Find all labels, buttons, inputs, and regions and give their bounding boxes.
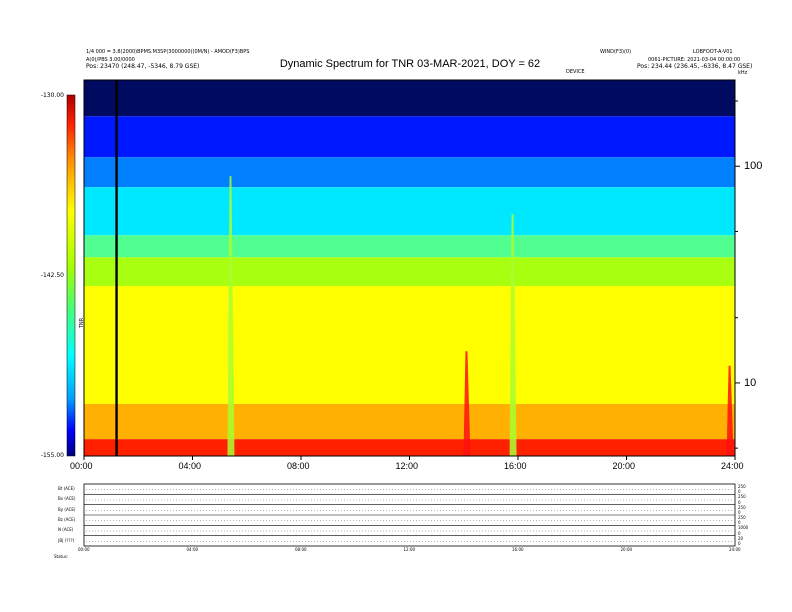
panel-right-tick: 1000	[738, 525, 749, 531]
x-tick-label: 16:00	[504, 461, 527, 471]
spectrum-band-6	[84, 286, 735, 404]
header-right-line4: Pos: 234.44 (236.45, -6336, 8.47 GSE)	[637, 63, 753, 70]
spectrum-band-3	[84, 187, 735, 236]
colorbar	[66, 94, 76, 457]
panel-x-tick: 12:00	[403, 547, 416, 552]
spectrum-band-5	[84, 257, 735, 287]
panel-label: Bx (ACE)	[58, 496, 76, 502]
panel-right-tick: 0	[738, 540, 741, 546]
panel-x-tick: 16:00	[512, 547, 524, 552]
header-left-line1: 1/4 000 = 3.8(2000)BPMS.M3SP(3000000)(0M…	[86, 49, 250, 55]
panel-right-tick: 0	[738, 520, 741, 526]
panel-label: By (ACE)	[58, 506, 76, 512]
panel-x-tick: 20:00	[620, 547, 633, 552]
panel-right-tick: 250	[738, 504, 746, 510]
panel-x-tick: 00:00	[78, 547, 90, 552]
burst-3	[509, 214, 517, 456]
x-tick-label: 24:00	[721, 461, 744, 471]
panel-x-tick: 24:00	[729, 547, 741, 552]
panel-label: N (ACE)	[58, 527, 74, 533]
panel-right-tick: 20	[738, 535, 744, 541]
x-tick-label: 00:00	[70, 461, 93, 471]
chart-title: Dynamic Spectrum for TNR 03-MAR-2021, DO…	[279, 58, 541, 70]
colorbar-tick-bottom: -155.00	[40, 452, 64, 459]
header-right-line3: 0061-PICTURE: 2021-03-04 00:00:00	[648, 57, 741, 63]
panel-right-tick: 250	[738, 494, 746, 500]
header-right-line2: LOBFOOT-A-V01	[693, 49, 733, 55]
panel-label: |B| (???)	[58, 537, 75, 543]
header-mid-label: DEVICE	[566, 69, 585, 75]
spectrum-band-2	[84, 157, 735, 188]
panel-label: Bt (ACE)	[58, 486, 75, 491]
data-gap-line	[115, 80, 118, 456]
header-right-line1: WIND(F3)(0)	[600, 49, 632, 55]
status-label: Status:	[54, 554, 69, 559]
colorbar-tick-mid: -142.50	[40, 272, 64, 279]
header-left-line2: A(0)/PBS 3.00/0000	[86, 57, 135, 63]
burst-1	[726, 365, 734, 456]
panel-right-tick: 250	[738, 484, 746, 489]
panel-x-tick: 08:00	[295, 547, 307, 552]
panel-right-tick: 250	[738, 515, 746, 520]
spectrum-band-1	[84, 116, 735, 158]
panel-right-tick: 0	[738, 530, 741, 536]
panel-right-tick: 0	[738, 499, 741, 505]
x-tick-label: 04:00	[178, 461, 202, 471]
spectrum-band-4	[84, 235, 735, 258]
burst-2	[227, 176, 235, 456]
colorbar-tick-top: -130.00	[40, 92, 64, 99]
x-tick-label: 08:00	[287, 461, 310, 471]
y-tick-label: 100	[744, 160, 763, 173]
panel-label: Bz (ACE)	[58, 517, 76, 522]
burst-0	[463, 351, 471, 456]
panel-x-tick: 04:00	[186, 547, 199, 552]
corner-unit-label: kHz	[738, 70, 748, 76]
panel-right-tick: 0	[738, 489, 741, 495]
y-tick-label: 10	[744, 376, 757, 389]
header-left-line3: Pos: 23470 (248.47, -5346, 8.79 GSE)	[86, 63, 200, 70]
spectrum-band-7	[84, 403, 735, 440]
x-tick-label: 12:00	[395, 461, 419, 471]
spectrum-band-8	[84, 439, 735, 456]
x-tick-label: 20:00	[612, 461, 636, 471]
spectrum-band-0	[84, 80, 735, 117]
panel-right-tick: 0	[738, 509, 741, 515]
